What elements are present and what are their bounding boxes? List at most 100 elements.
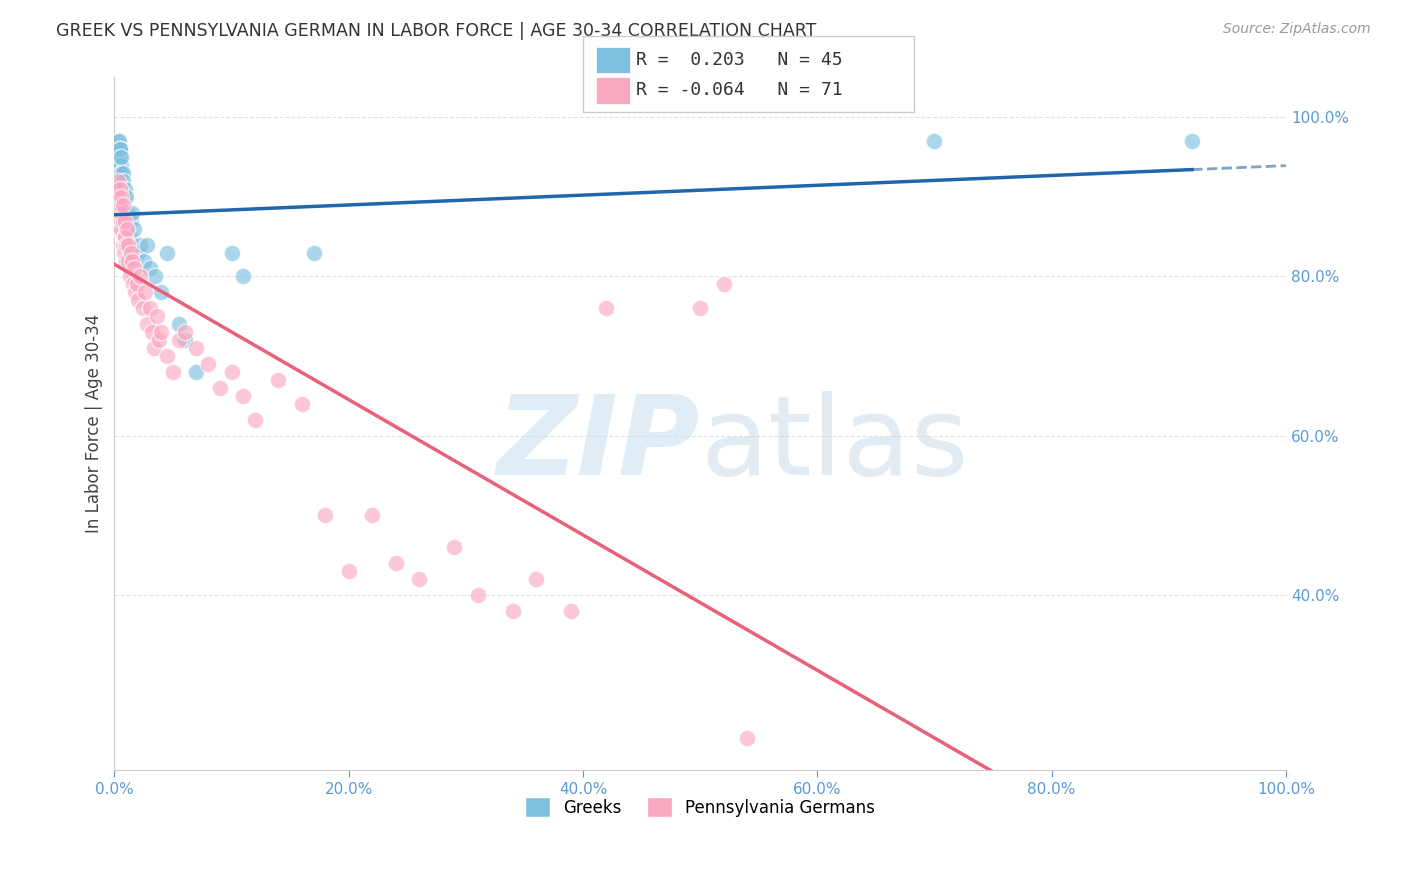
Point <box>141 325 163 339</box>
Text: Source: ZipAtlas.com: Source: ZipAtlas.com <box>1223 22 1371 37</box>
Point <box>115 253 138 268</box>
Point <box>112 190 135 204</box>
Point <box>114 229 136 244</box>
Legend: Greeks, Pennsylvania Germans: Greeks, Pennsylvania Germans <box>519 790 882 824</box>
Text: ZIP: ZIP <box>496 391 700 498</box>
Point <box>111 174 134 188</box>
Point <box>115 237 138 252</box>
Point <box>156 349 179 363</box>
Point <box>127 245 149 260</box>
Point <box>173 325 195 339</box>
Point <box>111 237 134 252</box>
Point <box>408 572 430 586</box>
Point <box>121 206 143 220</box>
Text: GREEK VS PENNSYLVANIA GERMAN IN LABOR FORCE | AGE 30-34 CORRELATION CHART: GREEK VS PENNSYLVANIA GERMAN IN LABOR FO… <box>56 22 817 40</box>
Point <box>125 277 148 292</box>
Point <box>267 373 290 387</box>
Point <box>107 190 129 204</box>
Point <box>117 206 139 220</box>
Point <box>117 221 139 235</box>
Point <box>120 245 142 260</box>
Point <box>173 333 195 347</box>
Point <box>114 213 136 227</box>
Point <box>243 413 266 427</box>
Point <box>197 357 219 371</box>
Point <box>150 325 173 339</box>
Point <box>110 182 132 196</box>
Point <box>208 381 231 395</box>
Point <box>122 277 145 292</box>
Point <box>105 182 128 196</box>
Point <box>108 150 131 164</box>
Point <box>1181 134 1204 148</box>
Point <box>467 588 489 602</box>
Point <box>111 190 134 204</box>
Point <box>108 158 131 172</box>
Point <box>110 190 132 204</box>
Point <box>124 245 146 260</box>
Point <box>502 604 524 618</box>
Point <box>524 572 547 586</box>
Point <box>117 253 139 268</box>
Point <box>108 142 131 156</box>
Point <box>132 253 155 268</box>
Point <box>117 237 139 252</box>
Point <box>138 261 160 276</box>
Point <box>384 556 406 570</box>
Point <box>118 229 141 244</box>
Point <box>167 333 190 347</box>
Point <box>110 142 132 156</box>
Point <box>337 564 360 578</box>
Point <box>186 341 208 355</box>
Point <box>120 213 142 227</box>
Point <box>443 540 465 554</box>
Point <box>232 269 254 284</box>
Point <box>110 221 132 235</box>
Point <box>560 604 582 618</box>
Point <box>131 301 153 316</box>
Point <box>145 310 167 324</box>
Point <box>114 182 136 196</box>
Point <box>145 269 167 284</box>
Point <box>110 166 132 180</box>
Point <box>232 389 254 403</box>
Point <box>107 134 129 148</box>
Point <box>291 397 314 411</box>
Point <box>107 158 129 172</box>
Point <box>148 333 170 347</box>
Point <box>129 237 152 252</box>
Point <box>111 213 134 227</box>
Point <box>110 158 132 172</box>
Point <box>136 317 159 331</box>
Point <box>115 213 138 227</box>
Point <box>111 198 134 212</box>
Point <box>112 206 135 220</box>
Point <box>110 166 132 180</box>
Point <box>107 206 129 220</box>
Point <box>186 365 208 379</box>
Point <box>924 134 946 148</box>
Text: atlas: atlas <box>700 391 969 498</box>
Point <box>595 301 617 316</box>
Point <box>221 365 243 379</box>
Point <box>115 190 138 204</box>
Point <box>112 229 135 244</box>
Point <box>112 245 135 260</box>
Point <box>129 269 152 284</box>
Point <box>110 150 132 164</box>
Point <box>110 206 132 220</box>
Point <box>105 142 128 156</box>
Point <box>111 166 134 180</box>
Point <box>110 213 132 227</box>
Point <box>110 198 132 212</box>
Point <box>150 285 173 300</box>
Point <box>124 285 146 300</box>
Point <box>167 317 190 331</box>
Point <box>124 221 146 235</box>
Point <box>121 253 143 268</box>
Point <box>735 731 758 746</box>
Point <box>110 150 132 164</box>
Point <box>713 277 735 292</box>
Text: R =  0.203   N = 45: R = 0.203 N = 45 <box>636 51 842 69</box>
Point <box>361 508 384 523</box>
